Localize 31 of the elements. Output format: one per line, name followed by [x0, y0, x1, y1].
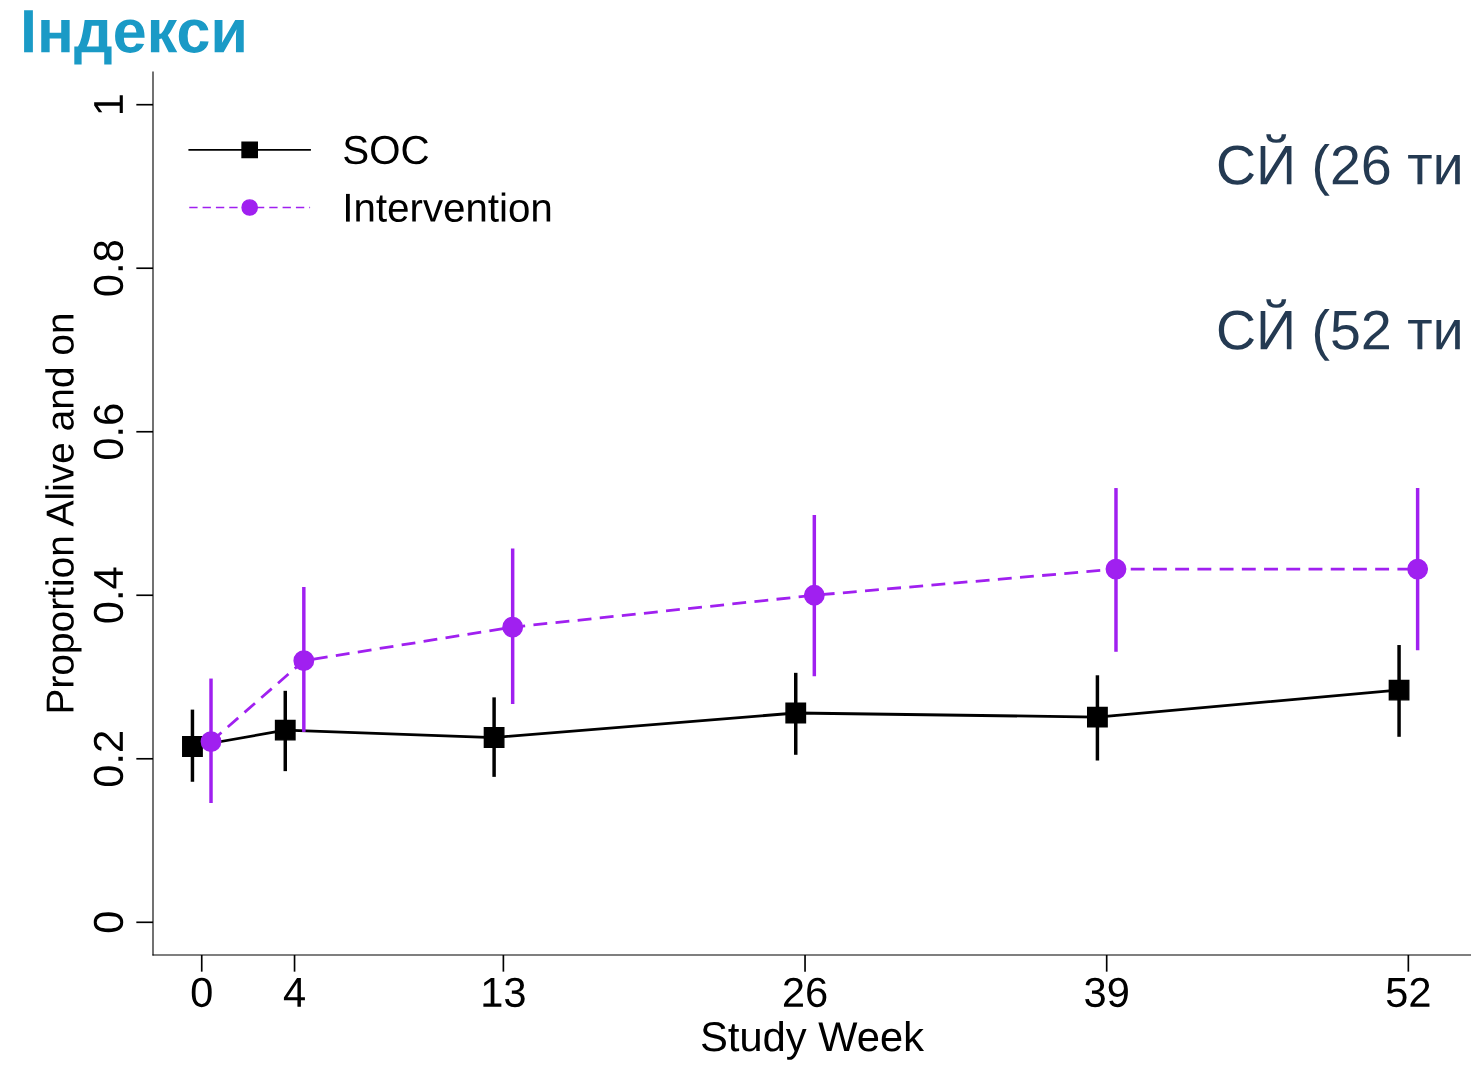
point	[1105, 558, 1127, 580]
x-tick-label: 0	[191, 977, 212, 1008]
point	[1407, 558, 1429, 580]
x-tick-label: 52	[1386, 977, 1430, 1008]
y-tick-label: 1	[94, 95, 123, 114]
point	[182, 736, 203, 757]
point	[803, 584, 825, 606]
y-tick-label: 0	[93, 912, 124, 933]
x-tick-label: 39	[1085, 977, 1128, 1008]
point	[502, 616, 524, 638]
legend-label: Intervention	[346, 192, 551, 223]
x-tick-label: 26	[783, 977, 827, 1008]
y-tick-label: 0.4	[93, 567, 124, 623]
point	[483, 727, 505, 748]
x-axis-title: Study Week	[701, 1020, 925, 1060]
chart-title: Індекси	[24, 10, 244, 65]
point	[274, 719, 296, 741]
point	[200, 731, 222, 753]
y-tick-label: 0.6	[93, 404, 124, 460]
legend-label: SOC	[344, 135, 429, 165]
x-tick-label: 13	[483, 977, 525, 1008]
point	[1388, 679, 1410, 701]
annotation: СЙ (26 ти	[1218, 134, 1460, 196]
point	[293, 650, 315, 672]
annotation: СЙ (52 ти	[1218, 299, 1460, 361]
y-tick-label: 0.2	[93, 731, 124, 787]
point	[1086, 706, 1108, 728]
y-axis-title: Proportion Alive and on	[45, 314, 82, 712]
x-tick-label: 4	[283, 978, 305, 1007]
y-tick-label: 0.8	[93, 241, 124, 296]
point	[785, 702, 807, 724]
